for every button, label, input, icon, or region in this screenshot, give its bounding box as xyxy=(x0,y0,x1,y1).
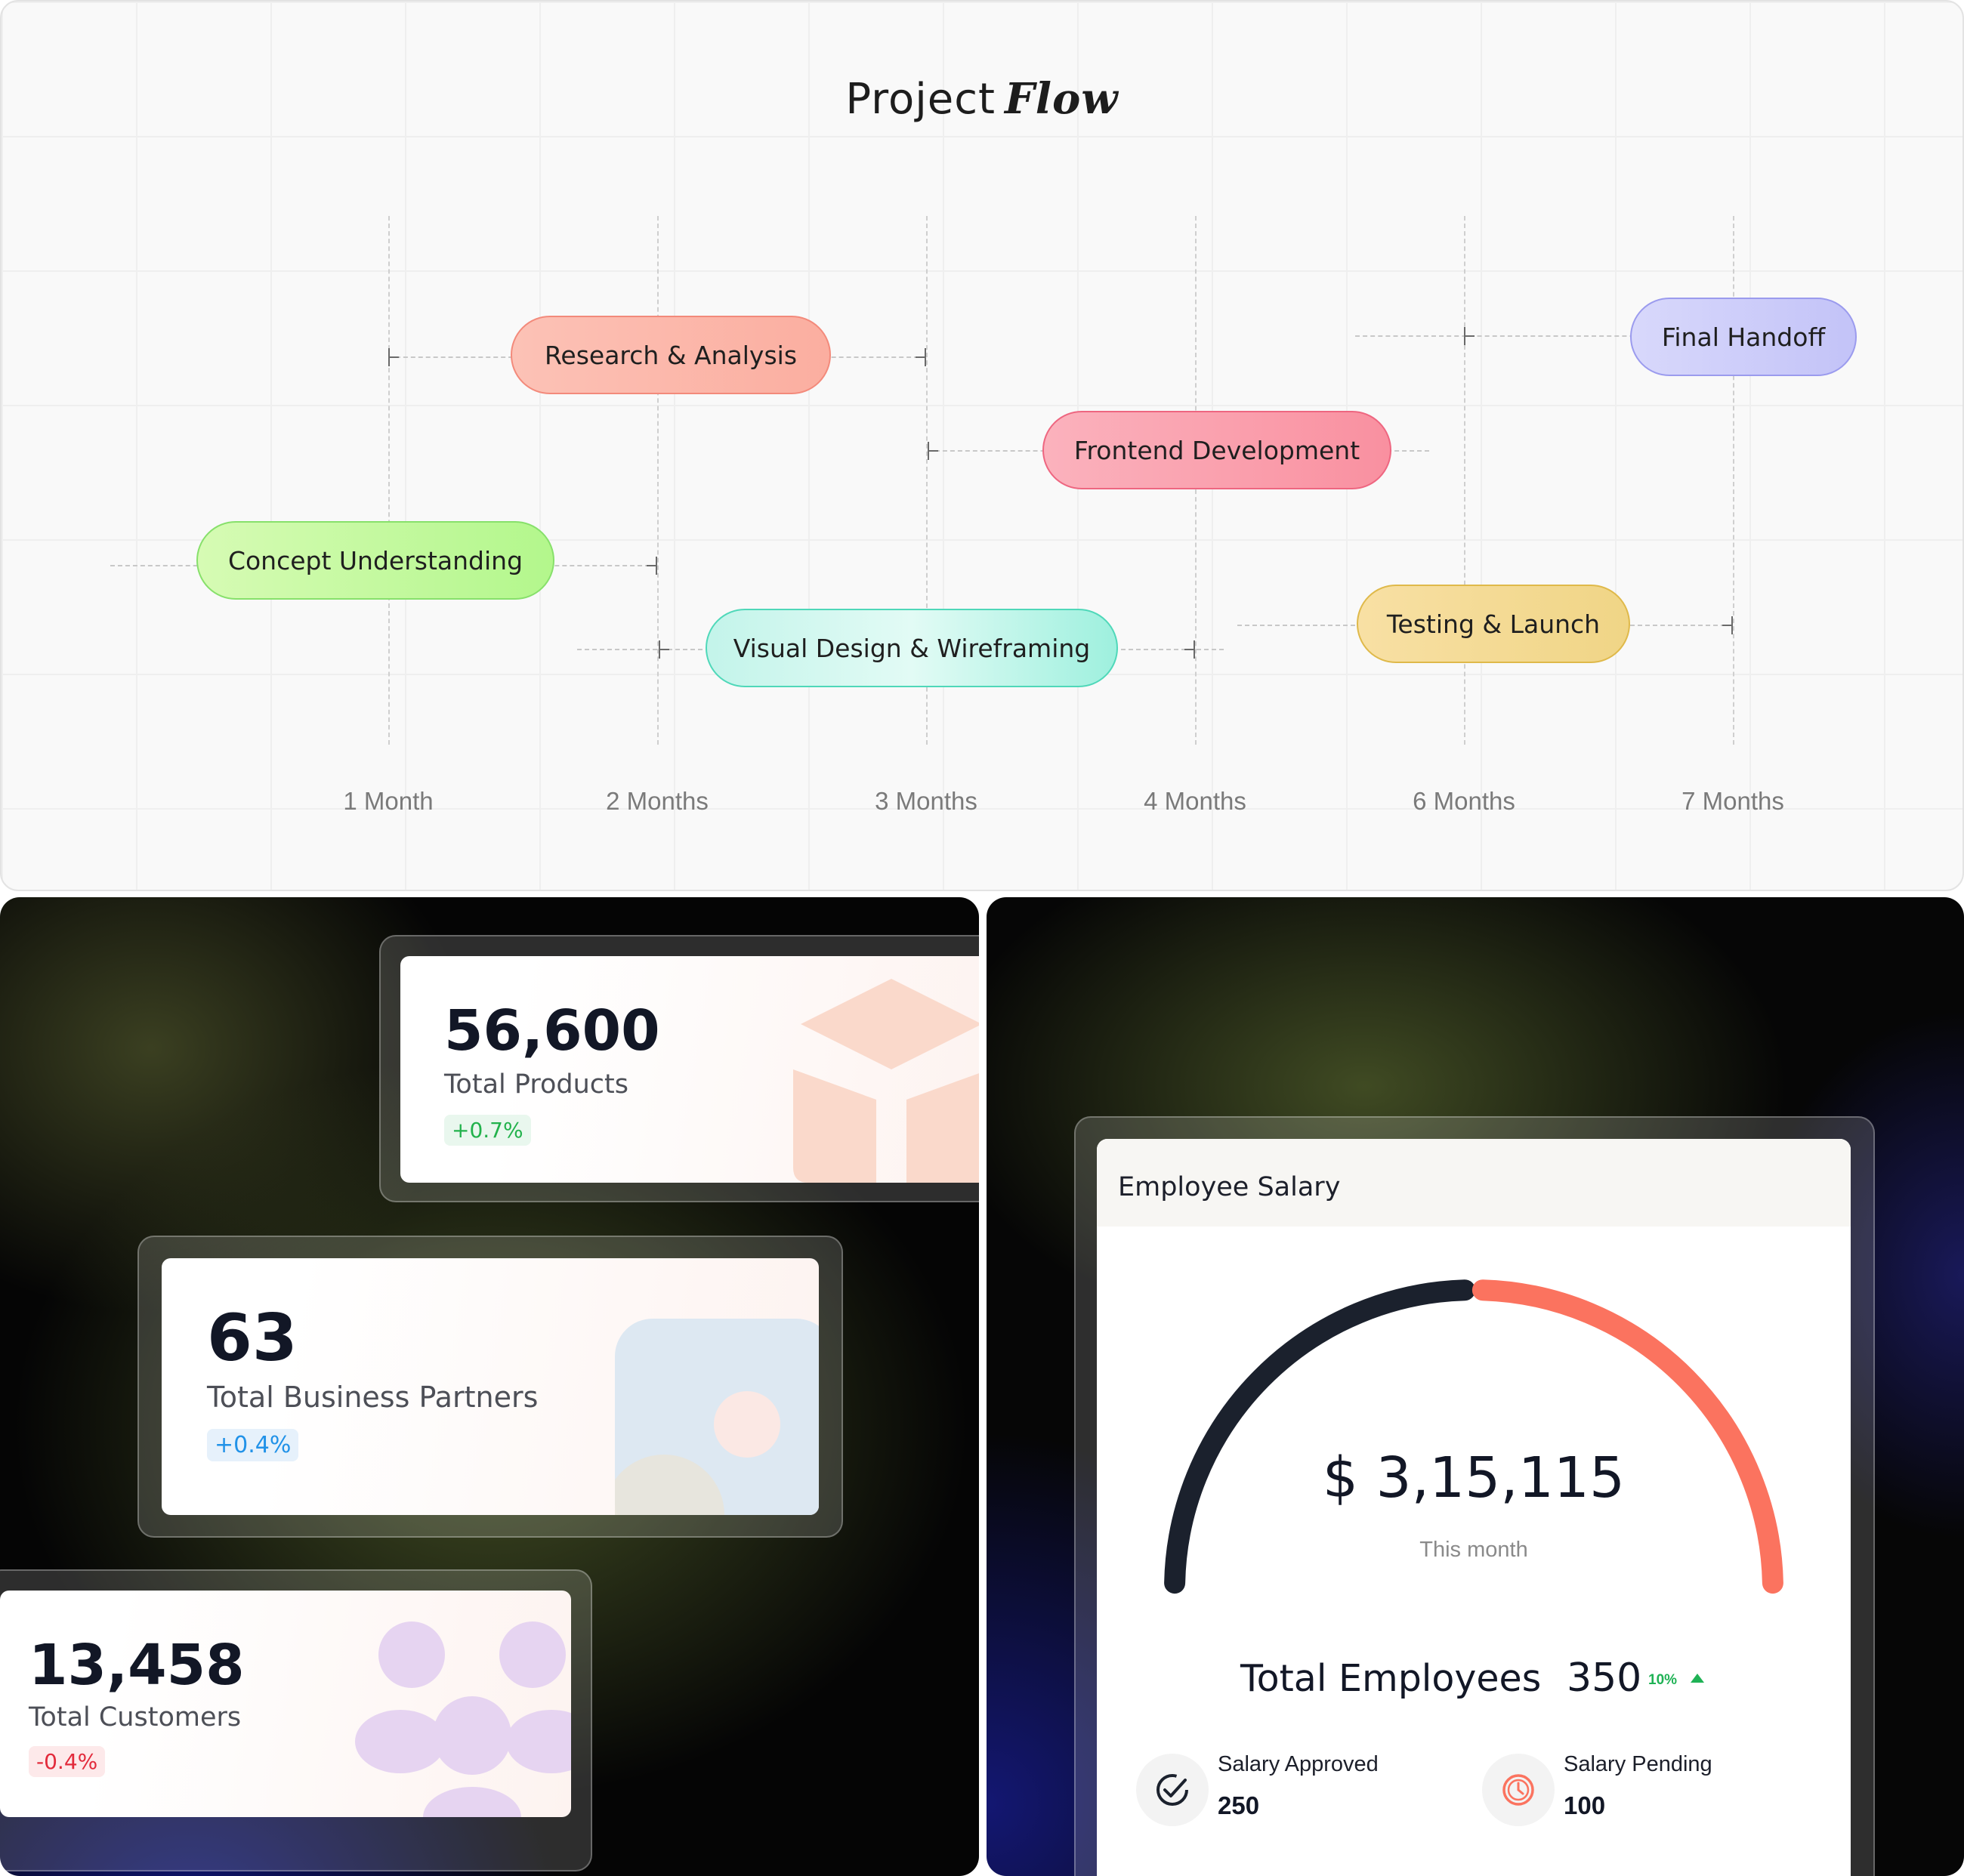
pending-icon-circle xyxy=(1482,1754,1555,1826)
tick-frontend-start xyxy=(928,442,938,460)
salary-period: This month xyxy=(1419,1538,1528,1562)
customers-value: 13,458 xyxy=(29,1633,245,1698)
users-icon xyxy=(355,1621,571,1817)
axis-label: 7 Months xyxy=(1681,787,1784,815)
task-final-handoff[interactable]: Final Handoff xyxy=(1630,298,1857,376)
salary-amount: $ 3,15,115 xyxy=(1322,1446,1626,1510)
month-guide-2 xyxy=(657,216,659,745)
month-guide-3 xyxy=(926,216,928,745)
salary-gauge xyxy=(1164,1279,1783,1594)
task-label: Concept Understanding xyxy=(227,545,523,575)
axis-label: 4 Months xyxy=(1144,787,1246,815)
connector-final xyxy=(1355,335,1672,337)
task-concept-understanding[interactable]: Concept Understanding xyxy=(196,521,554,600)
total-employees-value: 350 xyxy=(1567,1655,1642,1701)
approved-icon-circle xyxy=(1136,1754,1209,1826)
total-employees-label: Total Employees xyxy=(1240,1657,1542,1700)
stats-panel: 56,600 Total Products +0.7% 63 Total Bus… xyxy=(0,897,979,1876)
salary-card-header: Employee Salary xyxy=(1097,1139,1851,1226)
project-flow-title: Project Flow xyxy=(2,74,1962,124)
axis-label: 6 Months xyxy=(1413,787,1515,815)
axis-label: 3 Months xyxy=(875,787,977,815)
task-label: Frontend Development xyxy=(1073,435,1360,465)
clock-icon xyxy=(1502,1774,1534,1806)
approved-label: Salary Approved xyxy=(1218,1752,1379,1776)
tick-research-start xyxy=(388,348,399,366)
pending-label: Salary Pending xyxy=(1564,1752,1712,1776)
approved-value: 250 xyxy=(1218,1791,1260,1819)
products-change-badge: +0.7% xyxy=(444,1115,531,1146)
title-text: Project xyxy=(845,75,996,124)
check-circle-icon xyxy=(1156,1774,1188,1806)
tick-testing-end xyxy=(1722,616,1733,634)
products-value: 56,600 xyxy=(444,998,660,1063)
customers-card[interactable]: 13,458 Total Customers -0.4% xyxy=(0,1591,571,1817)
month-guide-1 xyxy=(388,216,390,745)
cube-icon xyxy=(793,979,979,1183)
task-testing-launch[interactable]: Testing & Launch xyxy=(1357,585,1630,663)
task-label: Research & Analysis xyxy=(544,340,798,370)
title-emphasis: Flow xyxy=(1005,74,1119,124)
task-visual-design-wireframing[interactable]: Visual Design & Wireframing xyxy=(706,609,1118,687)
axis-label: 1 Month xyxy=(343,787,434,815)
month-guide-7 xyxy=(1733,216,1734,745)
partners-card[interactable]: 63 Total Business Partners +0.4% xyxy=(162,1258,819,1515)
partners-value: 63 xyxy=(207,1301,298,1376)
products-label: Total Products xyxy=(444,1069,628,1100)
customers-label: Total Customers xyxy=(29,1702,242,1733)
month-guide-6 xyxy=(1464,216,1465,745)
employee-salary-card: Employee Salary $ 3,15,115 This month To… xyxy=(1097,1139,1851,1876)
tick-visual-start xyxy=(659,640,669,659)
task-research-analysis[interactable]: Research & Analysis xyxy=(511,316,831,394)
trend-up-icon xyxy=(1691,1674,1704,1683)
gauge-remaining-arc xyxy=(1471,1279,1783,1594)
partner-icon xyxy=(615,1319,819,1515)
products-card[interactable]: 56,600 Total Products +0.7% xyxy=(400,956,979,1183)
tick-research-end xyxy=(916,348,926,366)
partners-label: Total Business Partners xyxy=(207,1381,539,1414)
project-flow-panel: Project Flow Research & Analysis Frontend… xyxy=(0,0,1964,891)
tick-visual-end xyxy=(1184,640,1195,659)
task-label: Testing & Launch xyxy=(1386,609,1601,639)
task-frontend-development[interactable]: Frontend Development xyxy=(1042,411,1391,489)
tick-final-start xyxy=(1464,327,1475,345)
pending-value: 100 xyxy=(1564,1791,1606,1819)
tick-concept-end xyxy=(647,557,657,575)
salary-card-title: Employee Salary xyxy=(1118,1172,1341,1202)
gauge-paid-arc xyxy=(1164,1279,1476,1594)
task-label: Visual Design & Wireframing xyxy=(733,633,1091,663)
customers-change-badge: -0.4% xyxy=(29,1746,106,1777)
axis-label: 2 Months xyxy=(606,787,709,815)
employees-change: 10% xyxy=(1648,1672,1678,1688)
partners-change-badge: +0.4% xyxy=(207,1429,299,1461)
task-label: Final Handoff xyxy=(1661,322,1826,352)
